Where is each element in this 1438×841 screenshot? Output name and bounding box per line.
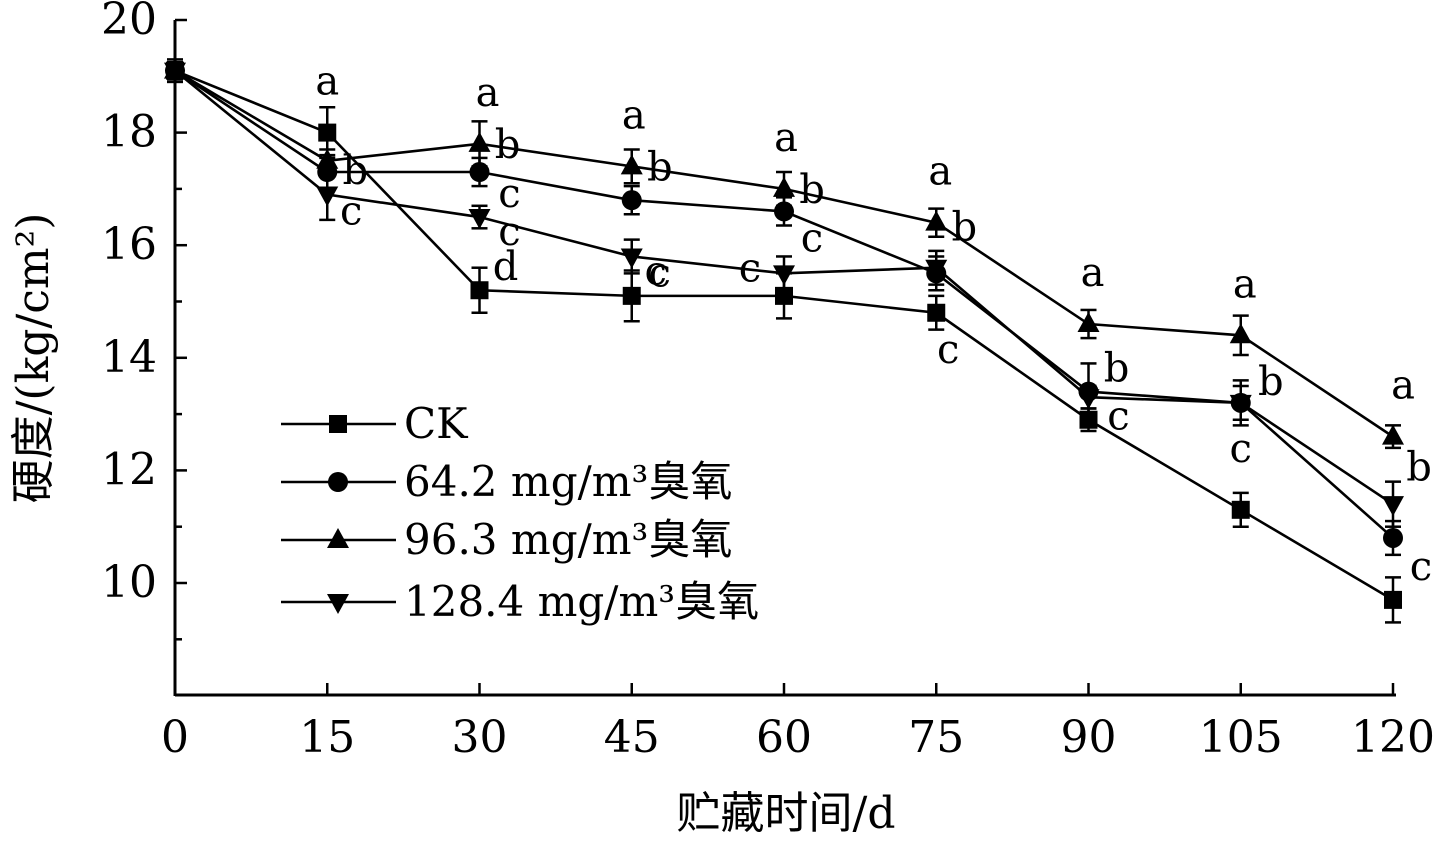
x-tick-label: 105 — [1199, 712, 1283, 763]
data-point — [318, 123, 337, 142]
significance-letter: b — [951, 205, 977, 251]
significance-letter: a — [1391, 363, 1415, 409]
data-point — [316, 186, 339, 207]
x-tick-label: 30 — [452, 712, 508, 763]
legend-marker — [329, 415, 347, 433]
y-axis-title: 硬度/(kg/cm²) — [8, 213, 59, 504]
significance-letter: a — [1233, 261, 1257, 307]
significance-letter: a — [315, 59, 339, 105]
significance-letter: b — [647, 144, 673, 190]
data-point — [775, 286, 793, 305]
data-point — [1231, 500, 1250, 519]
y-tick-label: 14 — [101, 332, 157, 383]
data-point — [1229, 323, 1252, 344]
significance-letter: b — [1406, 445, 1432, 491]
y-tick-label: 18 — [101, 107, 157, 158]
significance-letter: c — [340, 189, 362, 235]
significance-letter: b — [1258, 359, 1284, 405]
data-point — [925, 210, 948, 231]
data-point — [621, 190, 642, 211]
x-tick-label: 75 — [908, 712, 964, 763]
significance-letter: a — [774, 115, 798, 161]
significance-letter: d — [493, 244, 519, 290]
legend-marker — [327, 594, 349, 614]
data-point — [468, 209, 491, 230]
legend-label: 128.4 mg/m³臭氧 — [404, 577, 759, 626]
significance-letter: b — [342, 148, 368, 194]
data-point — [316, 148, 339, 169]
significance-letter: c — [498, 209, 520, 255]
data-point — [1079, 410, 1098, 429]
significance-letter: a — [622, 92, 646, 138]
data-point — [622, 286, 641, 305]
x-tick-label: 90 — [1061, 712, 1117, 763]
data-point — [925, 259, 948, 280]
data-point — [1382, 496, 1404, 517]
y-tick-label: 10 — [101, 557, 157, 608]
significance-letter: a — [1081, 250, 1105, 296]
legend-label: CK — [404, 399, 469, 448]
significance-letter: c — [1230, 426, 1252, 472]
markers — [164, 58, 1404, 609]
data-point — [774, 201, 794, 222]
significance-letter: b — [1104, 346, 1130, 392]
significance-letter: c — [649, 250, 671, 296]
significance-letter: c — [1410, 544, 1432, 590]
x-tick-label: 60 — [756, 712, 812, 763]
data-point — [927, 303, 946, 322]
data-point — [468, 131, 491, 152]
legend-label: 64.2 mg/m³臭氧 — [404, 457, 732, 506]
significance-letter: a — [928, 149, 952, 195]
y-tick-label: 20 — [101, 0, 157, 45]
data-point — [164, 62, 186, 83]
x-tick-label: 120 — [1351, 712, 1435, 763]
data-point — [773, 176, 795, 197]
data-point — [1077, 389, 1100, 410]
legend-label: 96.3 mg/m³臭氧 — [404, 515, 732, 564]
significance-letter: c — [739, 245, 761, 291]
significance-letter: a — [476, 70, 500, 116]
significance-letter: c — [1107, 394, 1129, 440]
data-point — [1382, 424, 1404, 445]
data-point — [620, 248, 643, 269]
significance-letter: c — [937, 327, 959, 373]
y-tick-label: 16 — [101, 219, 157, 270]
y-ticks: 10 12 14 16 18 20 — [101, 0, 187, 641]
data-point — [1383, 527, 1403, 548]
data-point — [1384, 590, 1402, 609]
legend-marker — [327, 528, 349, 548]
data-point — [1229, 394, 1252, 415]
y-tick-label: 12 — [101, 444, 157, 495]
data-point — [470, 281, 489, 300]
significance-letter: c — [801, 215, 823, 261]
x-ticks: 0 15 30 45 60 75 90 105 120 — [161, 683, 1435, 763]
x-tick-label: 0 — [161, 712, 189, 763]
data-point — [1077, 312, 1100, 333]
significance-letter: b — [799, 167, 825, 213]
legend: CK 64.2 mg/m³臭氧 96.3 mg/m³臭氧 128.4 mg/m³臭氧 — [281, 399, 759, 626]
x-axis-title: 贮藏时间/d — [677, 788, 896, 839]
data-point — [620, 154, 643, 175]
legend-marker — [328, 472, 348, 492]
x-tick-label: 15 — [299, 712, 355, 763]
data-point — [773, 265, 795, 286]
x-tick-label: 45 — [604, 712, 660, 763]
data-point — [469, 162, 490, 183]
significance-letter: c — [498, 171, 520, 217]
significance-letter: c — [645, 248, 667, 294]
significance-letter: b — [495, 122, 521, 168]
